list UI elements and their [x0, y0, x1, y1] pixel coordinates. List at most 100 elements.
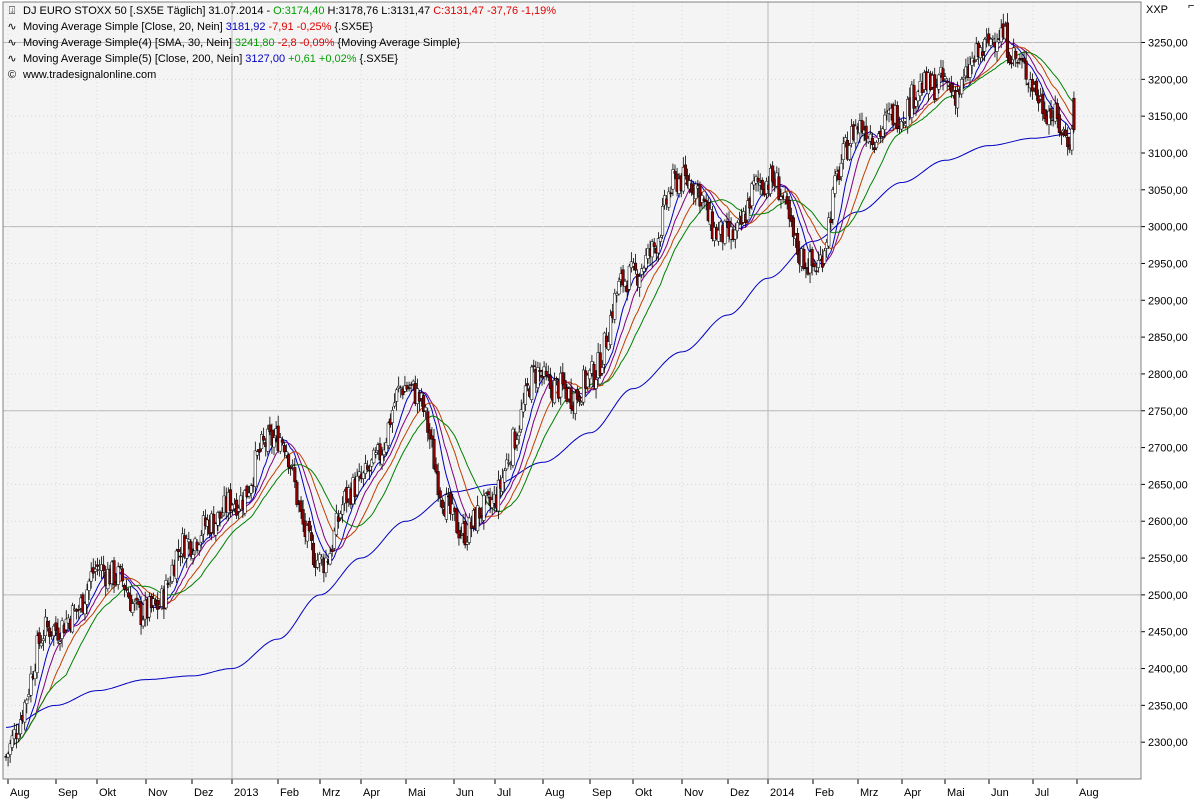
candle [407, 381, 411, 392]
candle-body [278, 437, 282, 452]
candle [463, 513, 467, 549]
candle [336, 510, 340, 529]
candle-body [796, 233, 800, 255]
x-tick-label: Jul [1035, 787, 1049, 799]
indicator-change: -7,91 [268, 21, 294, 33]
candle [478, 506, 482, 526]
candle [621, 264, 625, 293]
candle [771, 161, 775, 189]
candle-body [187, 539, 191, 543]
candle [791, 215, 795, 246]
candle [33, 663, 37, 686]
indicator-label: Moving Average Simple(5) [Close, 200, Ne… [23, 53, 243, 65]
source-link[interactable]: www.tradesignalonline.com [23, 69, 157, 81]
candle-body [220, 515, 224, 517]
candle [444, 487, 449, 523]
candle [16, 724, 21, 742]
candle-body [606, 341, 611, 350]
candle [829, 211, 833, 230]
candle [760, 177, 764, 197]
candle-body [847, 145, 852, 160]
candle-body [243, 490, 247, 514]
candle [592, 361, 596, 390]
candle [1007, 51, 1012, 66]
candle-body [733, 229, 737, 240]
candle-body [916, 91, 920, 102]
candle-body [33, 670, 37, 679]
candle [216, 510, 220, 532]
candle-body [854, 125, 858, 144]
legend-indicator-row[interactable]: ∿ Moving Average Simple(5) [Close, 200, N… [4, 51, 559, 67]
candle [627, 263, 631, 292]
candle [1066, 127, 1070, 156]
candle-body [652, 242, 656, 247]
change-pct: -1,19% [521, 5, 557, 17]
candle-body [667, 191, 671, 208]
candle-body [515, 439, 519, 446]
candle [424, 404, 428, 419]
candle-body [27, 694, 31, 697]
candle [683, 155, 687, 180]
candle [278, 432, 282, 454]
y-axis: 2300,00 2350,00 2400,00 2450,00 2500,00 2550,… [1141, 38, 1188, 749]
candle [916, 89, 920, 111]
candle-body [810, 249, 814, 267]
candle [191, 548, 195, 565]
candle [399, 385, 403, 398]
candle [411, 379, 415, 391]
candle [70, 602, 75, 634]
candle-body [459, 534, 463, 536]
open-value: O:3174,40 [273, 5, 325, 17]
candle-body [141, 619, 145, 627]
candle-body [937, 74, 941, 90]
candle [874, 140, 879, 151]
candle [73, 603, 77, 612]
candle-body [112, 560, 116, 586]
candle-body [883, 114, 887, 130]
candle-body [307, 520, 311, 531]
candle [218, 510, 222, 527]
candle-body [592, 364, 596, 387]
candle [831, 186, 835, 225]
candle-body [124, 588, 129, 591]
candle-body [384, 442, 388, 453]
candle-body [1022, 57, 1026, 63]
candle-body [1010, 62, 1014, 65]
candle-body [1041, 93, 1045, 114]
candle-body [407, 387, 411, 389]
candle-body [874, 142, 879, 149]
candle [245, 484, 249, 499]
candle-body [650, 241, 654, 258]
low-value: L:3131,47 [381, 5, 431, 17]
candle [505, 453, 509, 471]
candle-body [237, 507, 241, 512]
candle [814, 263, 818, 276]
legend-indicator-row[interactable]: ∿ Moving Average Simple [Close, 20, Nein]… [4, 19, 559, 35]
pin-icon[interactable]: ⌐ [1188, 0, 1195, 12]
candle [449, 489, 453, 521]
candle-body [438, 490, 442, 498]
candle [733, 223, 737, 249]
candle-body [588, 370, 592, 380]
candle-body [833, 175, 837, 194]
candle-body [569, 387, 573, 409]
candle [968, 55, 972, 84]
candle-body [827, 217, 831, 247]
candle [289, 464, 293, 476]
candle-body [41, 638, 45, 641]
candle-body [85, 589, 89, 605]
legend-indicator-row[interactable]: ∿ Moving Average Simple(4) [SMA, 30, Nein… [4, 35, 559, 51]
candle-body [25, 699, 29, 704]
candle-body [507, 462, 511, 464]
change-value: -37,76 [486, 5, 519, 17]
candle-body [6, 753, 10, 758]
candle-body [249, 485, 253, 494]
candle [796, 227, 800, 263]
candle [899, 119, 904, 133]
candle-body [395, 389, 399, 402]
candle-body [436, 471, 440, 496]
candle-body [615, 293, 619, 296]
candle-body [70, 605, 75, 633]
candle [56, 618, 60, 645]
